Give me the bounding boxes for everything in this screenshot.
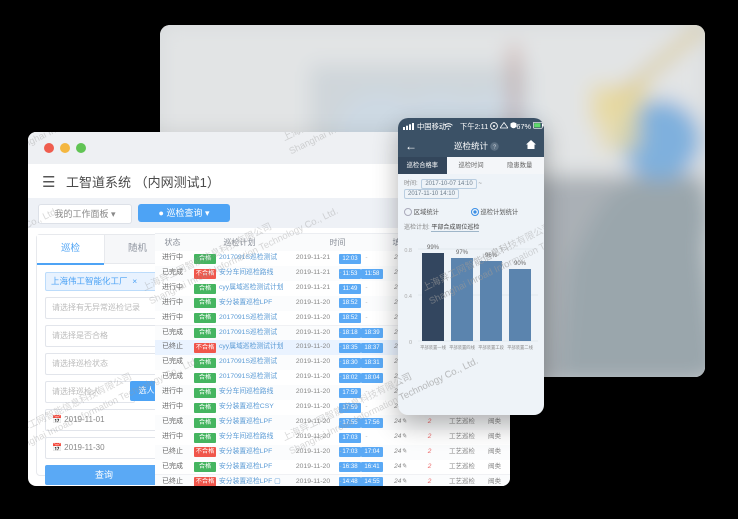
svg-text:?: ? [493,144,496,150]
svg-text:97%: 97% [456,250,469,256]
svg-text:0.4: 0.4 [404,294,412,300]
svg-text:平部装置四线: 平部装置四线 [449,344,475,351]
svg-text:0.8: 0.8 [404,248,412,254]
svg-text:平部装置工段: 平部装置工段 [478,344,504,351]
svg-text:平部装置二线: 平部装置二线 [507,344,533,351]
svg-text:99%: 99% [427,245,440,251]
svg-text:平部装置一线: 平部装置一线 [420,344,446,351]
svg-text:0: 0 [409,340,412,346]
svg-text:90%: 90% [514,261,527,267]
svg-text:96%: 96% [485,253,498,259]
